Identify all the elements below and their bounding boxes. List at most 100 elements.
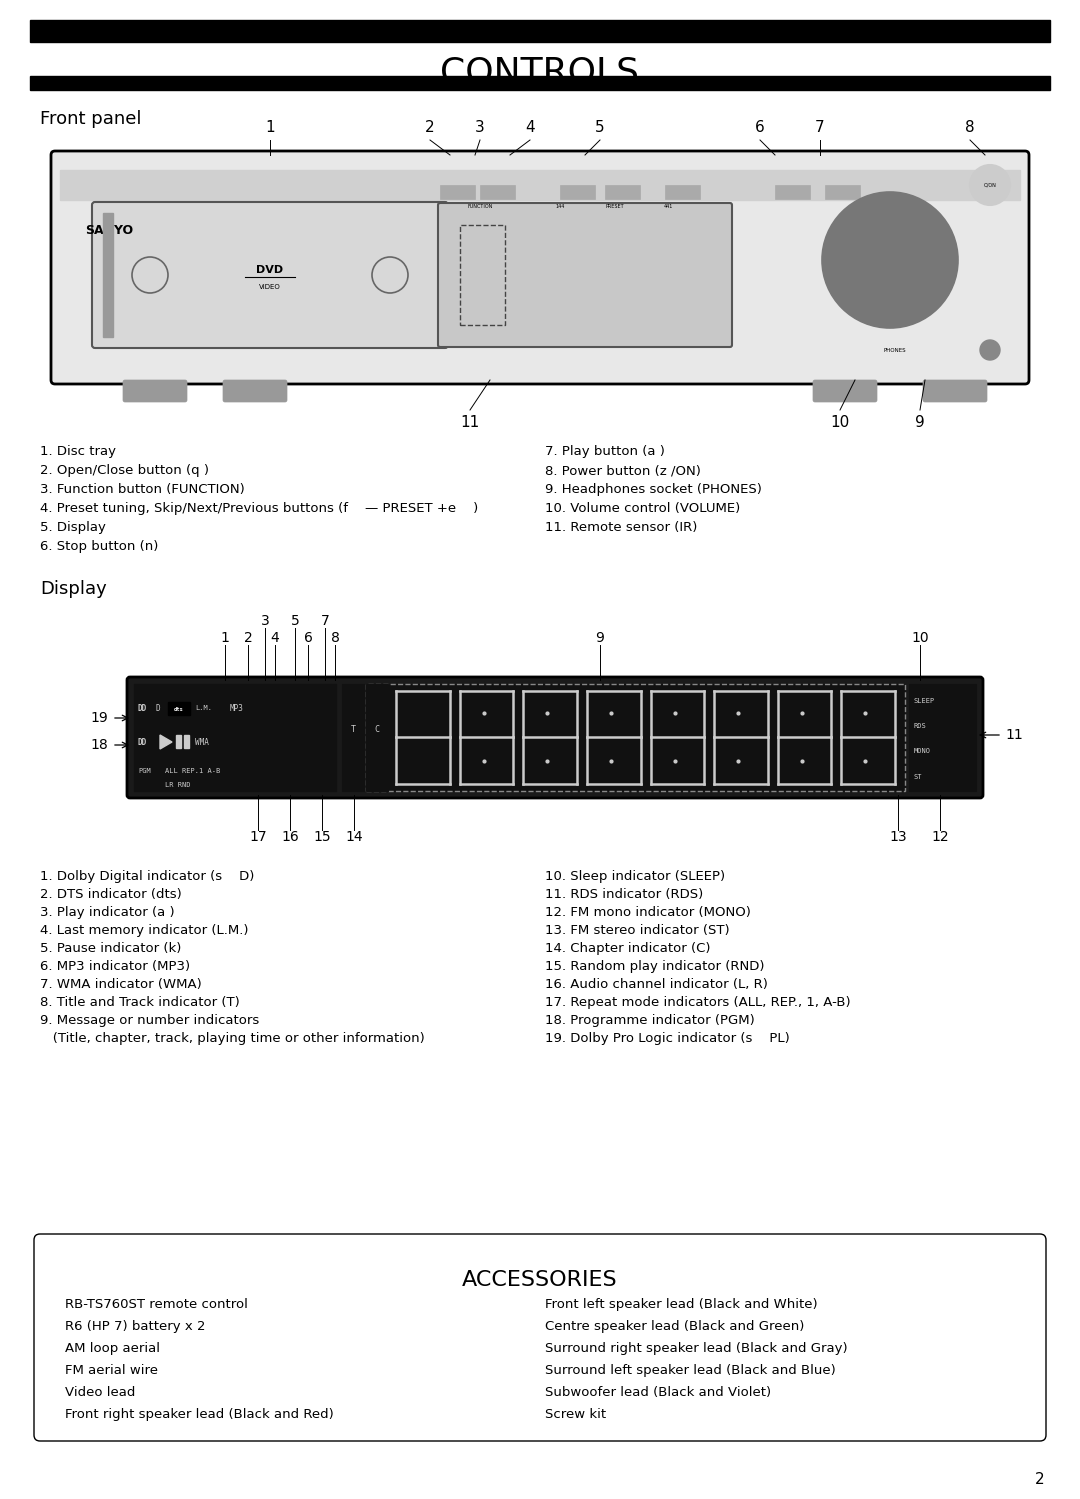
- Text: 4: 4: [525, 120, 535, 135]
- Text: RDS: RDS: [914, 723, 927, 729]
- FancyBboxPatch shape: [222, 381, 287, 402]
- Text: 10. Sleep indicator (SLEEP): 10. Sleep indicator (SLEEP): [545, 869, 725, 883]
- Text: 14: 14: [346, 830, 363, 844]
- Text: 2: 2: [244, 631, 253, 645]
- Text: FM aerial wire: FM aerial wire: [65, 1364, 158, 1378]
- Text: 17. Repeat mode indicators (ALL, REP., 1, A-B): 17. Repeat mode indicators (ALL, REP., 1…: [545, 995, 851, 1009]
- FancyBboxPatch shape: [438, 202, 732, 346]
- Text: 7: 7: [321, 615, 329, 628]
- Text: 2. Open/Close button (q ): 2. Open/Close button (q ): [40, 465, 210, 477]
- Bar: [480, 184, 515, 199]
- Text: 17: 17: [249, 830, 267, 844]
- Text: 7. Play button (a ): 7. Play button (a ): [545, 445, 665, 459]
- Text: FUNCTION: FUNCTION: [468, 204, 492, 208]
- Text: 7: 7: [815, 120, 825, 135]
- Text: 7. WMA indicator (WMA): 7. WMA indicator (WMA): [40, 977, 202, 991]
- Text: 8: 8: [966, 120, 975, 135]
- FancyBboxPatch shape: [127, 678, 983, 797]
- Text: 12. FM mono indicator (MONO): 12. FM mono indicator (MONO): [545, 905, 751, 919]
- Text: Surround left speaker lead (Black and Blue): Surround left speaker lead (Black and Bl…: [545, 1364, 836, 1378]
- Bar: [605, 184, 640, 199]
- FancyBboxPatch shape: [123, 381, 187, 402]
- Text: 15: 15: [313, 830, 330, 844]
- Text: 11. Remote sensor (IR): 11. Remote sensor (IR): [545, 522, 698, 534]
- Text: 441: 441: [663, 204, 673, 208]
- Text: 6: 6: [755, 120, 765, 135]
- Text: SLEEP: SLEEP: [914, 697, 935, 703]
- Text: 9: 9: [595, 631, 605, 645]
- Circle shape: [970, 165, 1010, 205]
- Bar: [60, 169, 1020, 199]
- Text: 4. Preset tuning, Skip/Next/Previous buttons (f    — PRESET +e    ): 4. Preset tuning, Skip/Next/Previous but…: [40, 502, 478, 516]
- Text: 8. Title and Track indicator (T): 8. Title and Track indicator (T): [40, 995, 240, 1009]
- Text: MP3: MP3: [230, 703, 244, 712]
- Text: Screw kit: Screw kit: [545, 1408, 606, 1421]
- Bar: [366, 684, 905, 791]
- Text: Video lead: Video lead: [65, 1387, 135, 1399]
- Bar: [168, 702, 190, 715]
- Text: 1. Disc tray: 1. Disc tray: [40, 445, 116, 459]
- Bar: [665, 184, 700, 199]
- Bar: [775, 184, 810, 199]
- Bar: [909, 684, 976, 791]
- Text: PGM: PGM: [138, 767, 151, 773]
- Text: Surround right speaker lead (Black and Gray): Surround right speaker lead (Black and G…: [545, 1342, 848, 1355]
- Text: 16: 16: [281, 830, 299, 844]
- Text: 4. Last memory indicator (L.M.): 4. Last memory indicator (L.M.): [40, 923, 248, 937]
- Text: 3. Play indicator (a ): 3. Play indicator (a ): [40, 905, 175, 919]
- Text: 18. Programme indicator (PGM): 18. Programme indicator (PGM): [545, 1013, 755, 1027]
- Text: 3: 3: [260, 615, 269, 628]
- Text: 11: 11: [460, 415, 480, 430]
- Bar: [440, 184, 475, 199]
- Text: PHONES: PHONES: [883, 348, 906, 352]
- Bar: [134, 684, 336, 791]
- Text: 15. Random play indicator (RND): 15. Random play indicator (RND): [545, 959, 765, 973]
- FancyBboxPatch shape: [813, 381, 877, 402]
- Text: 19: 19: [91, 711, 108, 726]
- Text: PRESET: PRESET: [606, 204, 624, 208]
- Text: 2. DTS indicator (dts): 2. DTS indicator (dts): [40, 887, 181, 901]
- Text: 16. Audio channel indicator (L, R): 16. Audio channel indicator (L, R): [545, 977, 768, 991]
- Text: 1. Dolby Digital indicator (s    D): 1. Dolby Digital indicator (s D): [40, 869, 255, 883]
- Text: 4: 4: [271, 631, 280, 645]
- FancyBboxPatch shape: [92, 202, 448, 348]
- Circle shape: [822, 192, 958, 328]
- Text: 1: 1: [220, 631, 229, 645]
- Circle shape: [856, 226, 924, 294]
- Text: RB-TS760ST remote control: RB-TS760ST remote control: [65, 1298, 248, 1312]
- Text: 144: 144: [555, 204, 565, 208]
- Text: VIDEO: VIDEO: [259, 283, 281, 289]
- Text: Display: Display: [40, 580, 107, 598]
- Bar: [103, 213, 113, 337]
- Bar: [561, 184, 595, 199]
- Text: R6 (HP 7) battery x 2: R6 (HP 7) battery x 2: [65, 1321, 205, 1333]
- Bar: [460, 225, 505, 325]
- Text: Centre speaker lead (Black and Green): Centre speaker lead (Black and Green): [545, 1321, 805, 1333]
- Text: DVD: DVD: [256, 265, 284, 274]
- Text: 10: 10: [912, 631, 929, 645]
- Text: 10. Volume control (VOLUME): 10. Volume control (VOLUME): [545, 502, 740, 516]
- FancyBboxPatch shape: [33, 1234, 1047, 1441]
- Bar: [366, 684, 388, 791]
- Bar: [30, 19, 1050, 42]
- Text: 5. Pause indicator (k): 5. Pause indicator (k): [40, 941, 181, 955]
- Text: Front left speaker lead (Black and White): Front left speaker lead (Black and White…: [545, 1298, 818, 1312]
- Text: 10: 10: [831, 415, 850, 430]
- FancyBboxPatch shape: [923, 381, 987, 402]
- Text: 3. Function button (FUNCTION): 3. Function button (FUNCTION): [40, 483, 245, 496]
- Text: ALL REP.1 A-B: ALL REP.1 A-B: [165, 767, 220, 773]
- Text: AM loop aerial: AM loop aerial: [65, 1342, 160, 1355]
- FancyBboxPatch shape: [51, 151, 1029, 384]
- Text: 2: 2: [426, 120, 435, 135]
- Text: 5: 5: [595, 120, 605, 135]
- Text: 8. Power button (z /ON): 8. Power button (z /ON): [545, 465, 701, 477]
- Text: 6: 6: [303, 631, 312, 645]
- Text: Front panel: Front panel: [40, 109, 141, 127]
- Text: 6. MP3 indicator (MP3): 6. MP3 indicator (MP3): [40, 959, 190, 973]
- Text: T: T: [351, 724, 355, 733]
- Circle shape: [980, 340, 1000, 360]
- Text: CONTROLS: CONTROLS: [441, 55, 639, 88]
- Text: ACCESSORIES: ACCESSORIES: [462, 1270, 618, 1291]
- Text: LR RND: LR RND: [165, 782, 190, 788]
- Text: 19. Dolby Pro Logic indicator (s    PL): 19. Dolby Pro Logic indicator (s PL): [545, 1031, 789, 1045]
